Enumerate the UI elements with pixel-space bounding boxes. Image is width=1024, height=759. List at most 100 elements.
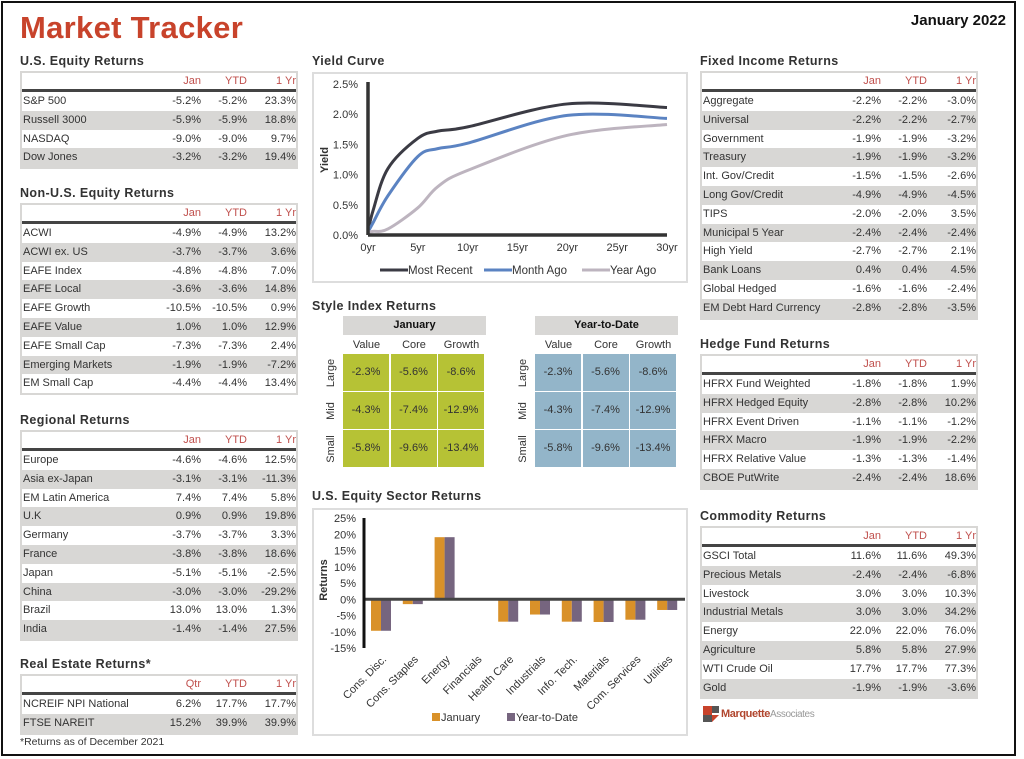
- row-value: 2.4%: [270, 339, 296, 352]
- table-row: EAFE Growth -10.5% -10.5% 0.9%: [22, 299, 296, 318]
- row-value: -1.9%: [218, 358, 247, 371]
- column-header: 1 Yr: [276, 207, 296, 219]
- row-label: GSCI Total: [703, 550, 756, 562]
- row-value: 12.9%: [264, 320, 296, 333]
- bar-january: [593, 599, 604, 622]
- bar-january: [371, 599, 381, 631]
- hedge-fund-title: Hedge Fund Returns: [700, 337, 831, 351]
- row-value: -9.0%: [172, 132, 201, 145]
- row-label: ACWI: [23, 227, 52, 239]
- row-value: -1.2%: [947, 415, 976, 428]
- style-cell: -2.3%: [343, 354, 389, 391]
- row-value: 13.4%: [264, 377, 296, 390]
- table-row: France -3.8% -3.8% 18.6%: [22, 544, 296, 564]
- row-value: -1.9%: [852, 434, 881, 447]
- column-header: 1 Yr: [276, 75, 296, 87]
- row-value: -3.0%: [947, 95, 976, 107]
- style-column-label: Core: [402, 339, 426, 351]
- x-tick-label: 5yr: [410, 242, 426, 254]
- us-equity-table: Jan YTD 1 Yr S&P 500 -5.2% -5.2% 23.3% Russell …: [20, 71, 298, 170]
- y-tick-label: 10%: [334, 562, 356, 574]
- style-cell: -12.9%: [630, 392, 676, 429]
- table-row: HFRX Fund Weighted -1.8% -1.8% 1.9%: [702, 375, 976, 394]
- table-row: FTSE NAREIT 15.2% 39.9% 39.9%: [22, 713, 296, 733]
- us-equity-title: U.S. Equity Returns: [20, 54, 145, 68]
- commodity-table: Jan YTD 1 Yr GSCI Total 11.6% 11.6% 49.3% Preci…: [700, 526, 978, 700]
- row-value: -5.2%: [218, 95, 247, 107]
- regional-section: Regional Returns Jan YTD 1 Yr Europe -4.6% -4.…: [20, 412, 298, 641]
- real-estate-footnote: *Returns as of December 2021: [20, 736, 165, 748]
- style-panel-header: January: [343, 316, 486, 335]
- row-value: -1.9%: [852, 151, 881, 164]
- bar-year-to-date: [381, 599, 391, 631]
- row-value: 17.7%: [849, 662, 881, 675]
- style-cell: -4.3%: [535, 392, 581, 429]
- table-row: HFRX Event Driven -1.1% -1.1% -1.2%: [702, 412, 976, 432]
- y-tick-label: 1.5%: [333, 139, 358, 151]
- row-value: -4.6%: [172, 454, 201, 466]
- column-header: YTD: [905, 358, 927, 370]
- table-header-row: Qtr YTD 1 Yr: [22, 676, 296, 695]
- row-label: ACWI ex. US: [23, 245, 88, 258]
- row-label: NCREIF NPI National: [23, 698, 129, 710]
- style-cell: -9.6%: [390, 430, 437, 467]
- row-value: -3.0%: [218, 585, 247, 598]
- table-row: Universal -2.2% -2.2% -2.7%: [702, 110, 976, 130]
- x-tick-label: 20yr: [557, 242, 579, 254]
- table-row: Long Gov/Credit -4.9% -4.9% -4.5%: [702, 185, 976, 205]
- style-row-label: Small: [517, 435, 529, 463]
- table-row: EM Small Cap -4.4% -4.4% 13.4%: [22, 374, 296, 394]
- row-label: WTI Crude Oil: [703, 662, 773, 675]
- row-value: -4.5%: [947, 188, 976, 201]
- row-value: -2.4%: [898, 226, 927, 239]
- sector-section: U.S. Equity Sector Returns: [312, 488, 688, 506]
- style-cell: -4.3%: [343, 392, 389, 429]
- fixed-income-table: Jan YTD 1 Yr Aggregate -2.2% -2.2% -3.0% Univer…: [700, 71, 978, 320]
- row-value: -2.7%: [852, 245, 881, 258]
- row-label: EAFE Small Cap: [23, 339, 106, 352]
- fixed-income-title: Fixed Income Returns: [700, 54, 839, 68]
- row-value: 11.6%: [850, 550, 881, 562]
- style-cell: -5.8%: [343, 430, 389, 467]
- row-value: -4.8%: [172, 264, 201, 277]
- real-estate-title: Real Estate Returns*: [20, 657, 151, 671]
- row-label: Bank Loans: [703, 264, 762, 277]
- row-label: FTSE NAREIT: [23, 716, 95, 729]
- row-label: U.K: [23, 510, 42, 523]
- table-row: Global Hedged -1.6% -1.6% -2.4%: [702, 279, 976, 299]
- table-row: Int. Gov/Credit -1.5% -1.5% -2.6%: [702, 167, 976, 186]
- table-row: Bank Loans 0.4% 0.4% 4.5%: [702, 261, 976, 280]
- legend-label: Year Ago: [610, 265, 656, 277]
- style-row-label: Mid: [325, 402, 337, 420]
- yield-curve-section: Yield Curve: [312, 53, 688, 71]
- row-value: -4.8%: [218, 264, 247, 277]
- row-value: 19.4%: [264, 151, 296, 164]
- row-value: -3.7%: [172, 245, 201, 258]
- bar-january: [625, 599, 636, 620]
- row-label: HFRX Event Driven: [703, 415, 799, 428]
- row-value: -2.4%: [898, 471, 927, 484]
- row-value: -1.9%: [898, 151, 927, 164]
- row-label: HFRX Hedged Equity: [703, 396, 809, 409]
- row-value: 76.0%: [944, 625, 976, 638]
- row-value: -1.9%: [898, 434, 927, 447]
- table-row: TIPS -2.0% -2.0% 3.5%: [702, 204, 976, 224]
- row-value: -4.4%: [172, 377, 201, 390]
- row-value: 17.7%: [215, 698, 247, 710]
- row-label: HFRX Fund Weighted: [703, 378, 811, 390]
- row-value: -4.9%: [218, 227, 247, 239]
- table-row: Agriculture 5.8% 5.8% 27.9%: [702, 640, 976, 660]
- report-date: January 2022: [910, 12, 1006, 29]
- page-title: Market Tracker: [20, 10, 244, 45]
- row-value: -1.3%: [898, 453, 927, 466]
- row-value: 19.8%: [264, 510, 296, 523]
- row-value: -3.6%: [218, 283, 247, 296]
- table-row: EM Debt Hard Currency -2.8% -2.8% -3.5%: [702, 298, 976, 318]
- row-value: 18.6%: [264, 547, 296, 560]
- row-value: 10.2%: [944, 396, 976, 409]
- row-value: 27.5%: [264, 623, 296, 636]
- table-row: Emerging Markets -1.9% -1.9% -7.2%: [22, 355, 296, 375]
- row-label: Europe: [23, 454, 59, 466]
- series-line-month-ago: [366, 112, 668, 233]
- row-label: High Yield: [703, 245, 753, 258]
